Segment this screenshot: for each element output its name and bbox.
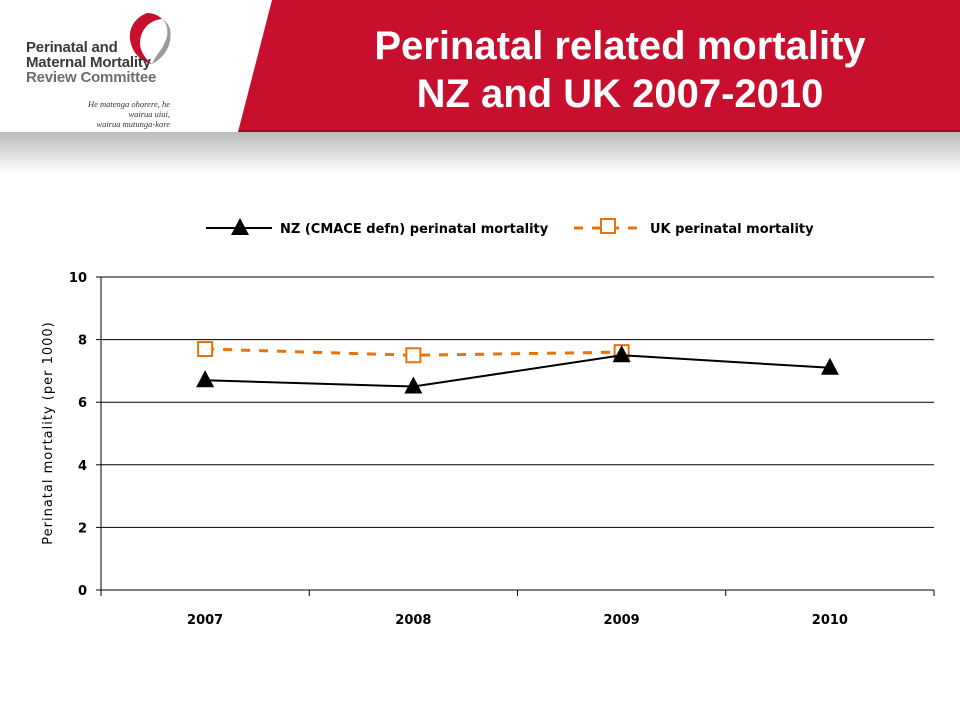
logo-emblem-icon — [129, 13, 171, 64]
series-layer — [196, 340, 839, 394]
data-point — [196, 370, 215, 388]
title-line-1: Perinatal related mortality — [374, 24, 866, 68]
data-point — [404, 376, 423, 394]
y-axis-label: Perinatal mortality (per 1000) — [41, 321, 56, 544]
y-tick-label: 0 — [78, 584, 87, 599]
title-line-2: NZ and UK 2007-2010 — [416, 72, 824, 116]
header-shadow — [0, 130, 960, 174]
axis-layer: 0 2 4 6 8 10 2007 2008 2009 2010 — [69, 271, 935, 628]
y-tick-label: 2 — [78, 521, 87, 536]
data-point — [820, 357, 839, 375]
legend-marker — [600, 218, 616, 234]
logo-line-1: Perinatal and — [26, 39, 118, 56]
legend-marker — [231, 218, 249, 235]
legend-label: NZ (CMACE defn) perinatal mortality — [280, 222, 549, 237]
y-tick-label: 4 — [78, 459, 87, 474]
logo-tagline: He matenga ohorere, he wairua uiui, wair… — [82, 99, 170, 129]
logo-tagline-2: wairua mutunga-kore — [96, 119, 170, 129]
x-tick-label: 2008 — [395, 613, 431, 628]
data-point — [612, 345, 631, 363]
page-title: Perinatal related mortality NZ and UK 20… — [280, 22, 960, 118]
series-line — [205, 347, 622, 357]
y-tick-label: 6 — [78, 396, 87, 411]
series-line — [205, 354, 830, 388]
data-point — [405, 347, 422, 364]
y-tick-label: 10 — [69, 271, 87, 286]
data-point — [197, 340, 214, 357]
x-tick-label: 2007 — [187, 613, 223, 628]
grid-layer — [101, 276, 934, 528]
logo-panel: Perinatal and Maternal Mortality Review … — [0, 0, 272, 132]
x-tick-label: 2010 — [812, 613, 848, 628]
x-tick-label: 2009 — [604, 613, 640, 628]
logo-tagline-1: He matenga ohorere, he wairua uiui, — [88, 99, 170, 119]
logo-line-2: Maternal Mortality — [26, 54, 151, 71]
y-tick-label: 8 — [78, 334, 87, 349]
logo-line-3: Review Committee — [26, 69, 157, 86]
legend-layer: NZ (CMACE defn) perinatal mortality UK pe… — [206, 218, 814, 237]
legend-label: UK perinatal mortality — [650, 222, 814, 237]
